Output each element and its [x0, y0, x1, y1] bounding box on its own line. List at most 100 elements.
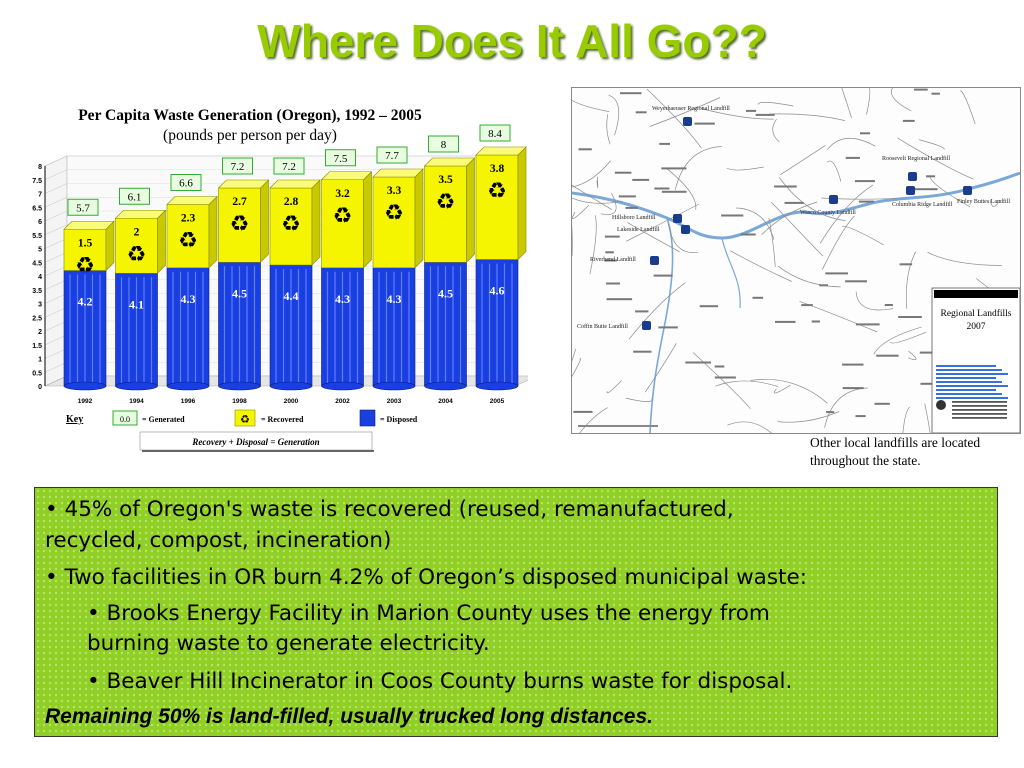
landfill-marker: [650, 256, 659, 265]
chart-ytick-label: 4.5: [32, 260, 42, 267]
disposed-value-label: 4.3: [335, 292, 350, 306]
disposed-bar-base: [166, 381, 210, 391]
map-town-label: [842, 363, 864, 366]
legend-equation-part: Disposal: [235, 437, 269, 447]
landfill-marker: [906, 186, 915, 195]
map-town-label: [775, 320, 796, 323]
map-legend-seal-icon: [936, 400, 946, 410]
chart-ytick-label: 5.5: [32, 233, 42, 240]
total-label-box: [170, 174, 202, 191]
map-road: [959, 90, 976, 125]
map-town-label: [661, 167, 687, 170]
map-road: [989, 199, 1001, 207]
chart-ytick-label: 1: [38, 357, 42, 364]
recycle-icon: ♻: [436, 190, 456, 215]
map-legend-note-line: [936, 365, 996, 367]
landfill-label: Lakeside Landfill: [617, 226, 660, 233]
legend-disposed-swatch: [359, 409, 376, 427]
map-road: [666, 168, 697, 210]
map-town-label: [914, 88, 928, 91]
map-town-label: [920, 382, 933, 385]
recovered-bar-top: [269, 179, 321, 189]
landfill-label: Finley Buttes Landfill: [957, 198, 1010, 205]
map-road: [866, 88, 871, 115]
map-town-label: [714, 376, 736, 379]
slide-title: Where Does It All Go??: [257, 15, 767, 67]
recovered-bar-side: [260, 179, 269, 263]
map-road: [821, 215, 855, 270]
map-legend-note-line: [936, 397, 1008, 399]
map-town-label: [752, 296, 764, 299]
recovered-value-label: 2.3: [181, 213, 196, 225]
map-road: [873, 326, 922, 355]
map-legend-note-line: [936, 369, 1002, 371]
map-town-label: [845, 156, 860, 159]
map-town-label: [784, 201, 804, 204]
recycle-icon: ♻: [487, 179, 507, 204]
recycle-icon: ♻: [178, 229, 198, 254]
recovered-bar-top: [217, 179, 270, 189]
disposed-bar-base: [321, 381, 364, 391]
map-road: [606, 114, 611, 145]
recovered-bar-side: [208, 195, 218, 269]
legend-recycle-icon: ♻: [240, 413, 250, 426]
disposed-bar-base: [424, 381, 467, 391]
map-town-label: [661, 190, 687, 193]
map-road: [768, 218, 776, 267]
map-road: [692, 352, 751, 409]
chart-gridline-side: [44, 251, 68, 263]
chart-ytick-label: 6: [38, 219, 42, 226]
map-road: [799, 301, 878, 333]
map-caption: Other local landfills are located throug…: [810, 435, 981, 468]
landfill-label: Columbia Ridge Landfill: [892, 201, 953, 208]
map-road: [608, 94, 620, 136]
total-label-box: [273, 157, 305, 175]
recovered-value-label: 3.3: [387, 185, 402, 197]
map-footer-line: [578, 425, 658, 427]
chart-xtick-label: 2005: [490, 398, 505, 405]
map-town-label: [606, 282, 620, 285]
map-town-label: [573, 410, 593, 413]
map-town-label: [845, 280, 867, 283]
map-road: [628, 282, 686, 340]
recycle-icon: ♻: [75, 253, 95, 278]
chart-ytick-label: 8: [38, 164, 42, 171]
total-label-box: [376, 146, 408, 164]
recovered-bar-top: [475, 146, 527, 156]
legend-equation-part: Generation: [278, 437, 320, 447]
chart-xtick-label: 1994: [129, 398, 144, 405]
map-road: [826, 160, 842, 182]
map-road: [773, 384, 791, 394]
fact-burn-facilities: • Two facilities in OR burn 4.2% of Oreg…: [45, 565, 807, 590]
map-legend-note-line: [936, 393, 1002, 395]
map-town-label: [899, 263, 913, 266]
landfill-label: Weyerhaeuser Regional Landfill: [652, 105, 730, 112]
map-legend-credit-line: [952, 405, 1007, 407]
recovered-bar-top: [423, 157, 476, 167]
map-road: [606, 380, 622, 394]
fact-beaver-hill: • Beaver Hill Incinerator in Coos County…: [87, 669, 793, 694]
chart-gridline-side: [44, 361, 68, 373]
chart-gridline-side: [44, 334, 68, 346]
disposed-value-label: 4.5: [232, 286, 247, 300]
chart-gridline-side: [44, 238, 68, 249]
landfill-map-svg: Weyerhaeuser Regional Landfill Roosevelt …: [572, 88, 1020, 433]
legend-recovered-swatch: [234, 409, 256, 427]
total-value-label: 8.4: [488, 128, 502, 140]
map-town-label: [858, 200, 874, 203]
map-town-label: [825, 272, 848, 275]
landfill-marker: [673, 214, 682, 223]
recovered-bar-side: [105, 220, 115, 272]
legend-recovered-label: = Recovered: [261, 415, 304, 424]
map-town-label: [635, 310, 649, 313]
recovered-bar-side: [414, 168, 424, 269]
map-town-label: [740, 233, 756, 236]
chart-gridline-side: [44, 155, 68, 167]
total-value-label: 7.5: [334, 153, 348, 165]
map-road: [780, 145, 826, 175]
legend-generated-sample: 0.0: [120, 415, 130, 424]
map-legend-credit-line: [952, 413, 1007, 415]
fact-brooks-facility-cont: burning waste to generate electricity.: [87, 631, 490, 656]
map-town-label: [755, 113, 775, 116]
map-road: [572, 358, 581, 378]
